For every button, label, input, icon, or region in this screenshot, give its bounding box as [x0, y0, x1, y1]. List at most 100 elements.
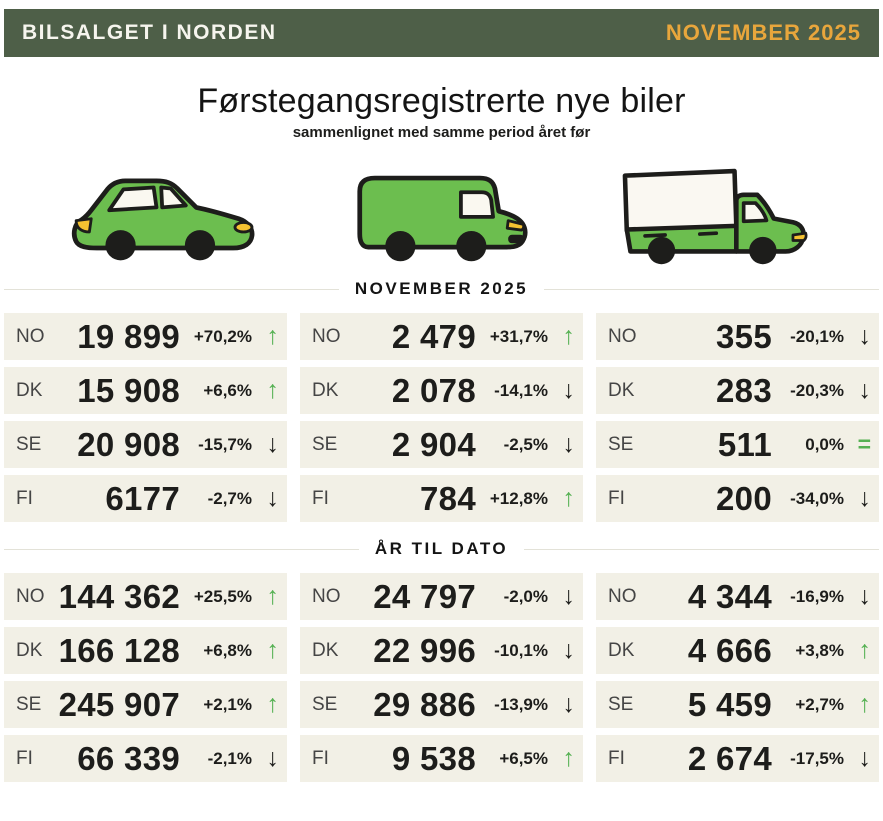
country-code: FI — [312, 487, 329, 509]
change-percent: -17,5% — [790, 748, 844, 768]
change-percent: -2,5% — [503, 434, 548, 454]
country-code: NO — [16, 325, 45, 347]
country-code: NO — [312, 325, 341, 347]
change-percent: -13,9% — [494, 694, 548, 714]
truck-column: NO 355 -20,1% ↓ DK 283 -20,3% ↓ SE 511 0,0% = FI 200-… — [596, 313, 879, 529]
trend-down-icon: ↓ — [266, 430, 280, 458]
registration-count: 166 128 — [58, 631, 180, 669]
change-percent: +3,8% — [795, 640, 844, 660]
section-grid: NO 144 362 +25,5% ↑ DK 166 128 +6,8% ↑ SE 245 907… — [0, 573, 883, 789]
country-code: FI — [608, 747, 625, 769]
trend-down-icon: ↓ — [562, 582, 576, 610]
trend-down-icon: ↓ — [562, 690, 576, 718]
change-percent: +2,1% — [203, 694, 252, 714]
change-percent: +12,8% — [489, 488, 548, 508]
trend-up-icon: ↑ — [562, 484, 576, 512]
change-percent: -16,9% — [790, 586, 844, 606]
trend-down-icon: ↓ — [858, 376, 872, 404]
trend-down-icon: ↓ — [562, 636, 576, 664]
data-row: FI 66 339 -2,1% ↓ — [4, 735, 287, 782]
data-row: DK 22 996 -10,1% ↓ — [300, 627, 583, 674]
data-row: DK 4 666 +3,8% ↑ — [596, 627, 879, 674]
trend-down-icon: ↓ — [858, 582, 872, 610]
registration-count: 4 344 — [687, 577, 772, 615]
country-code: SE — [608, 433, 634, 455]
country-code: SE — [16, 433, 42, 455]
van-column: NO 24 797 -2,0% ↓ DK 22 996 -10,1% ↓ SE 29 886 -13… — [300, 573, 583, 789]
trend-down-icon: ↓ — [562, 430, 576, 458]
registration-count: 22 996 — [373, 631, 476, 669]
change-percent: +31,7% — [489, 326, 548, 346]
trend-down-icon: ↓ — [858, 322, 872, 350]
section-title: ÅR TIL DATO — [374, 539, 509, 558]
registration-count: 15 908 — [77, 371, 180, 409]
registration-count: 19 899 — [77, 317, 180, 355]
data-row: FI 9 538 +6,5% ↑ — [300, 735, 583, 782]
section-title: NOVEMBER 2025 — [354, 279, 529, 298]
trend-up-icon: ↑ — [266, 690, 280, 718]
data-row: SE 245 907 +2,1% ↑ — [4, 681, 287, 728]
data-row: DK 166 128 +6,8% ↑ — [4, 627, 287, 674]
change-percent: -2,1% — [207, 748, 252, 768]
divider-line — [544, 288, 879, 290]
trend-down-icon: ↓ — [858, 484, 872, 512]
change-percent: +25,5% — [193, 586, 252, 606]
van-icon — [303, 159, 580, 269]
divider-line — [4, 548, 359, 550]
country-code: SE — [312, 433, 338, 455]
data-row: FI 6177 -2,7% ↓ — [4, 475, 287, 522]
registration-count: 20 908 — [77, 425, 180, 463]
registration-count: 66 339 — [77, 739, 180, 777]
trend-up-icon: ↑ — [266, 582, 280, 610]
registration-count: 24 797 — [373, 577, 476, 615]
country-code: DK — [608, 379, 635, 401]
change-percent: -34,0% — [790, 488, 844, 508]
data-row: FI 2 674 -17,5% ↓ — [596, 735, 879, 782]
change-percent: 0,0% — [805, 434, 844, 454]
data-row: NO 2 479 +31,7% ↑ — [300, 313, 583, 360]
registration-count: 784 — [420, 479, 476, 517]
change-percent: -15,7% — [198, 434, 252, 454]
car-icon — [26, 159, 303, 269]
data-row: SE 511 0,0% = — [596, 421, 879, 468]
registration-count: 200 — [716, 479, 772, 517]
country-code: SE — [608, 693, 634, 715]
van-column: NO 2 479 +31,7% ↑ DK 2 078 -14,1% ↓ SE 2 904 -2,5%… — [300, 313, 583, 529]
registration-count: 6177 — [105, 479, 180, 517]
change-percent: +6,8% — [203, 640, 252, 660]
country-code: FI — [16, 487, 33, 509]
registration-count: 29 886 — [373, 685, 476, 723]
header-period: NOVEMBER 2025 — [665, 20, 861, 45]
country-code: FI — [16, 747, 33, 769]
country-code: NO — [608, 325, 637, 347]
change-percent: +6,6% — [203, 380, 252, 400]
registration-count: 9 538 — [391, 739, 476, 777]
trend-flat-icon: = — [857, 431, 871, 457]
change-percent: -20,3% — [790, 380, 844, 400]
change-percent: +70,2% — [193, 326, 252, 346]
change-percent: +6,5% — [499, 748, 548, 768]
trend-down-icon: ↓ — [562, 376, 576, 404]
car-column: NO 19 899 +70,2% ↑ DK 15 908 +6,6% ↑ SE 20 908 -15… — [4, 313, 287, 529]
data-row: SE 20 908 -15,7% ↓ — [4, 421, 287, 468]
data-row: NO 24 797 -2,0% ↓ — [300, 573, 583, 620]
data-row: NO 144 362 +25,5% ↑ — [4, 573, 287, 620]
country-code: DK — [16, 639, 43, 661]
registration-count: 5 459 — [687, 685, 772, 723]
trend-up-icon: ↑ — [562, 322, 576, 350]
header-bar: BILSALGET I NORDEN NOVEMBER 2025 — [4, 9, 879, 57]
app-title: BILSALGET I NORDEN — [22, 21, 277, 44]
country-code: DK — [16, 379, 43, 401]
car-column: NO 144 362 +25,5% ↑ DK 166 128 +6,8% ↑ SE 245 907… — [4, 573, 287, 789]
trend-up-icon: ↑ — [858, 690, 872, 718]
vehicle-icons-row — [26, 159, 857, 269]
country-code: NO — [608, 585, 637, 607]
change-percent: -14,1% — [494, 380, 548, 400]
country-code: DK — [312, 639, 339, 661]
trend-down-icon: ↓ — [266, 744, 280, 772]
change-percent: -2,7% — [207, 488, 252, 508]
registration-count: 283 — [716, 371, 772, 409]
change-percent: -10,1% — [494, 640, 548, 660]
change-percent: +2,7% — [795, 694, 844, 714]
country-code: FI — [608, 487, 625, 509]
